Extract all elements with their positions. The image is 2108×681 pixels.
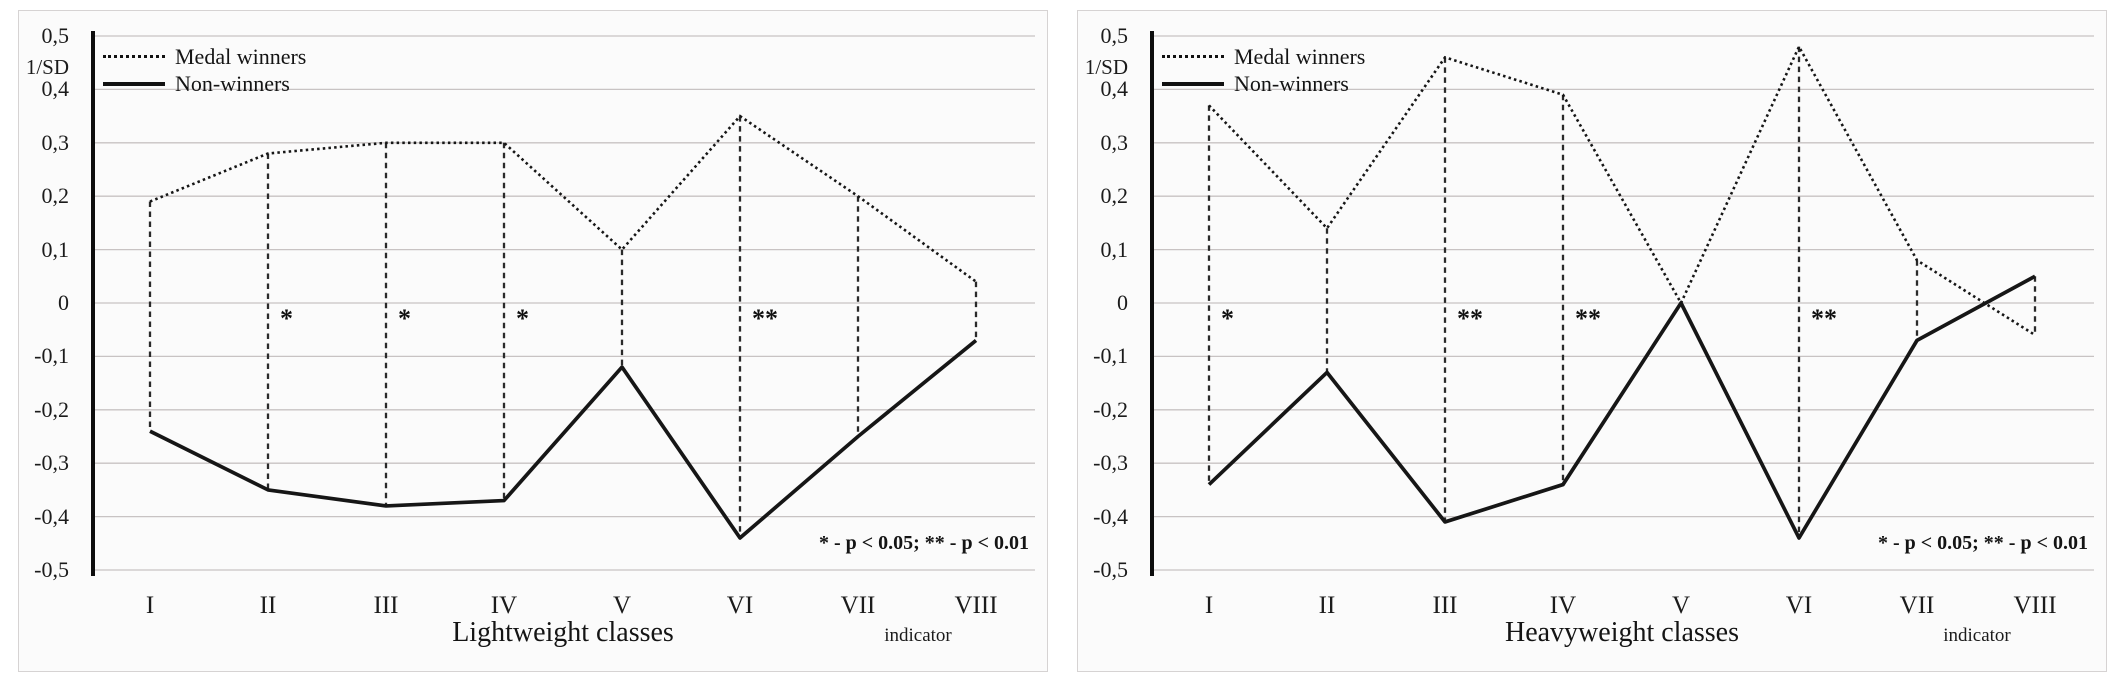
non-winners-line-sample xyxy=(103,81,165,86)
medal-winners-line-sample xyxy=(1162,55,1224,58)
y-tick-label: 0,1 xyxy=(1100,236,1129,262)
significance-marker: ** xyxy=(1575,304,1601,333)
y-tick-label: -0,3 xyxy=(1093,450,1128,476)
x-category-label: VIII xyxy=(2013,592,2057,619)
plot-canvas: * ** ** ** xyxy=(1150,31,2094,576)
y-tick-label: -0,5 xyxy=(1093,557,1128,582)
legend-item-non-winners: Non-winners xyxy=(103,70,306,97)
y-tick-label: -0,2 xyxy=(34,396,69,422)
y-tick-label: 0,4 xyxy=(41,76,70,102)
significance-note: * - p < 0.05; ** - p < 0.01 xyxy=(1877,532,2088,554)
non-winners-line xyxy=(149,338,978,540)
y-tick-label: -0,1 xyxy=(34,343,69,369)
y-tick-label: -0,4 xyxy=(1093,503,1128,529)
significance-marker: * xyxy=(398,304,411,333)
y-tick-label: -0,4 xyxy=(34,503,69,529)
legend-label-medal-winners: Medal winners xyxy=(175,43,307,69)
x-category-label: II xyxy=(259,592,277,619)
y-tick-label: 0 xyxy=(1117,290,1128,315)
x-category-label: VI xyxy=(726,592,754,619)
significance-marker: ** xyxy=(1457,304,1483,333)
x-axis-title: Heavyweight classes xyxy=(1504,617,1740,648)
legend: Medal winners Non-winners xyxy=(103,43,306,97)
legend: Medal winners Non-winners xyxy=(1162,43,1365,97)
significance-marker: * xyxy=(516,304,529,333)
y-tick-label: 0,2 xyxy=(41,183,70,209)
y-tick-label: 0,5 xyxy=(41,23,70,48)
y-tick-label: 0,5 xyxy=(1100,23,1129,48)
y-tick-label: -0,5 xyxy=(34,557,69,582)
x-category-label: V xyxy=(612,592,632,619)
medal-winners-line xyxy=(1208,43,2036,337)
y-tick-label: -0,3 xyxy=(34,450,69,476)
x-axis-note: indicator xyxy=(884,625,952,646)
legend-item-non-winners: Non-winners xyxy=(1162,70,1365,97)
medal-winners-line-sample xyxy=(103,55,165,58)
x-category-label: II xyxy=(1318,592,1336,619)
legend-label-non-winners: Non-winners xyxy=(1234,70,1349,96)
x-axis-note: indicator xyxy=(1943,625,2011,646)
x-category-label: VII xyxy=(1899,592,1935,619)
x-category-label: I xyxy=(1204,592,1214,619)
heavyweight-chart-panel: 0,5 0,4 0,3 0,2 0,1 0 -0,1 -0,2 -0,3 -0,4 -0,5 1/S… xyxy=(1077,10,2107,672)
y-tick-label: -0,2 xyxy=(1093,396,1128,422)
x-axis-title: Lightweight classes xyxy=(452,617,674,648)
y-tick-label: 0,3 xyxy=(41,129,70,155)
significance-marker: * xyxy=(280,304,293,333)
x-category-label: IV xyxy=(1549,592,1577,619)
legend-label-non-winners: Non-winners xyxy=(175,70,290,96)
significance-marker: * xyxy=(1221,304,1234,333)
legend-item-medal-winners: Medal winners xyxy=(1162,43,1365,70)
y-axis-unit-label: 1/SD xyxy=(25,55,69,79)
y-tick-label: 0,3 xyxy=(1100,129,1129,155)
non-winners-line-sample xyxy=(1162,81,1224,86)
x-category-label: IV xyxy=(490,592,518,619)
x-category-label: V xyxy=(1671,592,1691,619)
plot-canvas: * * * ** xyxy=(91,31,1035,576)
y-tick-label: 0,2 xyxy=(1100,183,1129,209)
y-tick-label: -0,1 xyxy=(1093,343,1128,369)
y-axis-unit-label: 1/SD xyxy=(1084,55,1128,79)
x-category-label: VII xyxy=(840,592,876,619)
significance-note: * - p < 0.05; ** - p < 0.01 xyxy=(818,532,1029,554)
x-category-label: I xyxy=(145,592,155,619)
y-tick-label: 0 xyxy=(58,290,69,315)
x-category-label: VIII xyxy=(954,592,998,619)
significance-marker: ** xyxy=(1811,304,1837,333)
lightweight-chart-panel: 0,5 0,4 0,3 0,2 0,1 0 -0,1 -0,2 -0,3 -0,4 -0,5 1/S… xyxy=(18,10,1048,672)
y-tick-label: 0,1 xyxy=(41,236,70,262)
legend-label-medal-winners: Medal winners xyxy=(1234,43,1366,69)
non-winners-line xyxy=(1207,274,2036,540)
x-category-label: III xyxy=(1432,592,1458,619)
significance-marker: ** xyxy=(752,304,778,333)
x-category-label: VI xyxy=(1785,592,1813,619)
medal-winners-line xyxy=(149,114,977,283)
x-category-label: III xyxy=(373,592,399,619)
y-tick-label: 0,4 xyxy=(1100,76,1129,102)
legend-item-medal-winners: Medal winners xyxy=(103,43,306,70)
